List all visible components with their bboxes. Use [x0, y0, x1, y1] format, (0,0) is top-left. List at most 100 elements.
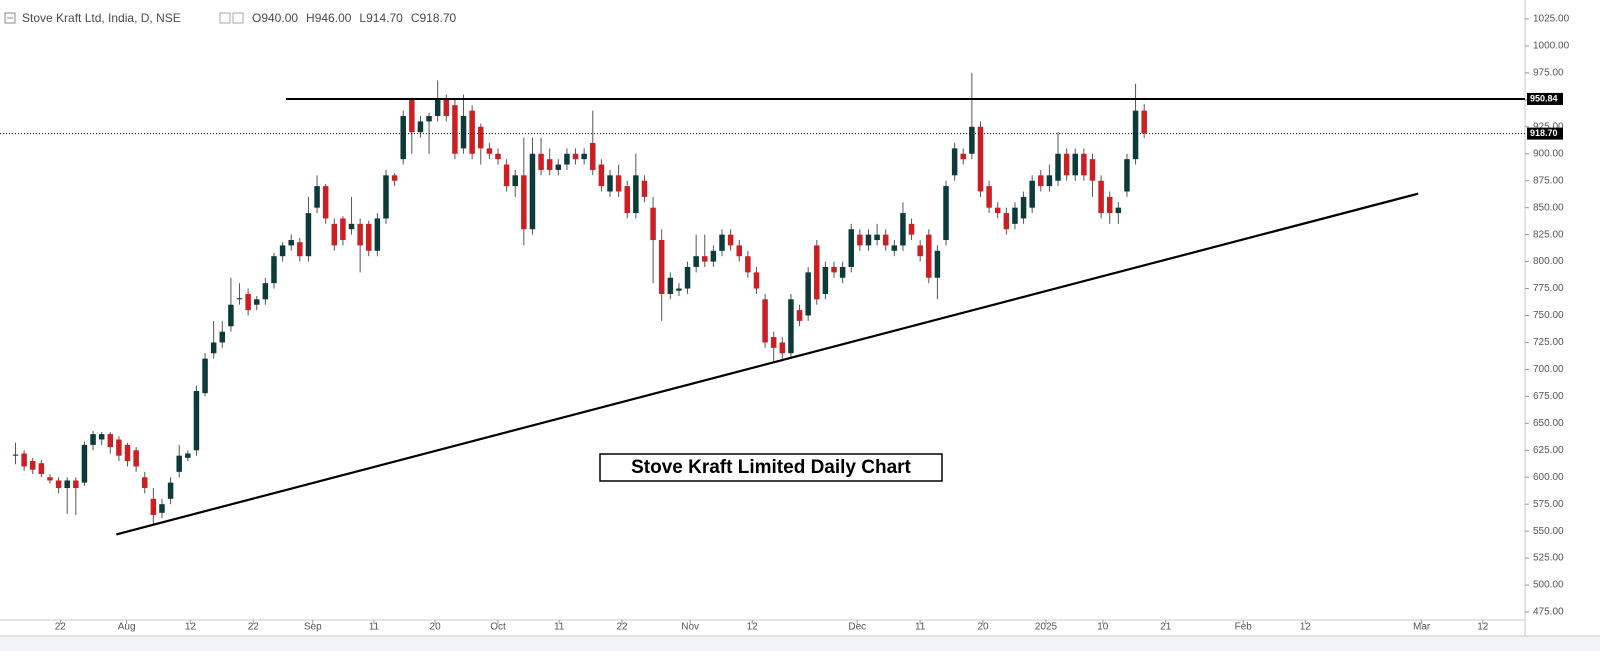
candle-body: [434, 99, 441, 117]
candle: [322, 183, 329, 224]
candle: [1012, 202, 1018, 230]
icon-box[interactable]: [219, 12, 231, 24]
candle: [210, 320, 217, 359]
candle-body: [116, 439, 122, 456]
candle: [1029, 175, 1035, 214]
candle-body: [1124, 159, 1130, 192]
collapse-icon[interactable]: [4, 12, 16, 24]
candle: [908, 218, 915, 241]
candle-body: [98, 434, 105, 440]
candle: [986, 180, 992, 214]
candle: [452, 99, 458, 160]
candle: [960, 148, 966, 165]
icon-box[interactable]: [232, 12, 244, 24]
candle: [581, 148, 587, 165]
candle: [331, 218, 338, 251]
candle: [615, 164, 622, 197]
candle: [770, 331, 777, 361]
candle: [124, 442, 131, 467]
price-label-box: [1527, 127, 1563, 140]
candle-body: [443, 99, 450, 117]
candle: [141, 471, 148, 494]
y-tick-label: 625.00: [1533, 445, 1564, 456]
candle: [814, 240, 820, 305]
candle-body: [314, 186, 320, 208]
candle-body: [124, 444, 131, 462]
candle: [503, 159, 510, 192]
candle: [676, 283, 682, 297]
candle: [1063, 148, 1070, 181]
candle-body: [1141, 110, 1147, 134]
x-tick-label: 20: [978, 622, 990, 633]
candle-body: [357, 223, 363, 246]
candle: [753, 266, 760, 294]
candle-body: [486, 148, 493, 154]
candle: [73, 477, 79, 515]
candle: [762, 293, 768, 348]
candle-body: [779, 342, 786, 354]
candle: [917, 240, 923, 262]
y-tick-label: 1000.00: [1533, 41, 1570, 52]
candle: [969, 72, 975, 160]
x-tick-label: Dec: [848, 622, 866, 633]
candle-body: [322, 186, 329, 219]
candle: [934, 245, 941, 300]
candle: [796, 304, 803, 327]
candle-body: [857, 234, 863, 246]
candle-body: [719, 234, 725, 251]
candle: [572, 148, 579, 165]
candle-body: [305, 213, 312, 257]
candle: [1132, 83, 1139, 165]
candle: [831, 261, 837, 278]
candle: [245, 288, 251, 316]
candle-body: [710, 250, 717, 262]
candle-body: [951, 148, 958, 176]
annotation-frame: [599, 453, 943, 482]
candle-body: [960, 153, 966, 160]
candle-body: [228, 304, 234, 327]
x-tick-label: 12: [747, 622, 759, 633]
candle: [900, 202, 906, 251]
candle: [684, 261, 691, 294]
x-tick-label: Sep: [304, 622, 322, 633]
candle-body: [624, 186, 630, 214]
candle: [512, 169, 518, 197]
candle: [1003, 207, 1010, 235]
candle: [185, 450, 191, 462]
candle-body: [55, 480, 62, 489]
candle: [857, 229, 863, 251]
ohlc-value: H946.00: [306, 11, 352, 25]
candle: [1098, 175, 1104, 219]
candle-body: [874, 234, 880, 241]
y-tick-label: 650.00: [1533, 418, 1564, 429]
candle: [47, 474, 53, 484]
candle: [994, 202, 1001, 219]
candle: [133, 447, 139, 472]
candle-body: [538, 153, 544, 170]
candle: [193, 385, 200, 456]
candle: [590, 110, 596, 176]
candle-body: [29, 461, 36, 470]
candle: [64, 477, 70, 514]
x-tick-label: 12: [1300, 622, 1312, 633]
candle-body: [650, 207, 656, 241]
candle: [521, 137, 527, 246]
y-tick-label: 775.00: [1533, 283, 1564, 294]
candle-body: [478, 126, 484, 149]
candle: [176, 444, 182, 478]
candle-body: [460, 116, 467, 149]
candle: [314, 175, 320, 214]
y-tick-label: 700.00: [1533, 364, 1564, 375]
candle: [1046, 164, 1053, 192]
candle-body: [185, 453, 191, 458]
candle-body: [331, 223, 338, 246]
candle-body: [676, 288, 682, 291]
candle-body: [288, 240, 294, 246]
candle-body: [279, 245, 286, 257]
candle: [719, 229, 725, 257]
candle: [1055, 132, 1061, 187]
candle: [271, 252, 277, 289]
y-tick-label: 550.00: [1533, 526, 1564, 537]
